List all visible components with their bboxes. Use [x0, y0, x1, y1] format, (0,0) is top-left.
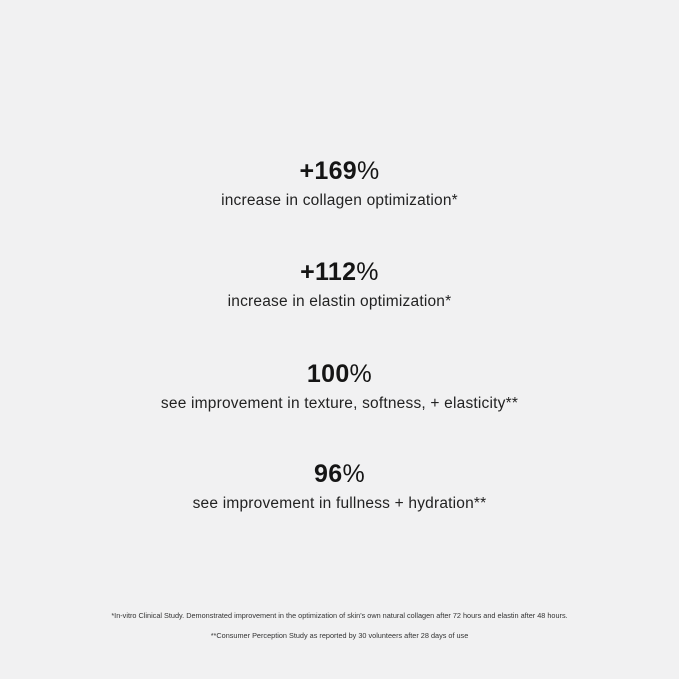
stat-label: increase in collagen optimization*: [221, 192, 458, 209]
stat-value: +112%: [0, 257, 679, 287]
stat-unit: %: [349, 360, 373, 388]
stat-value: 96%: [0, 459, 679, 489]
stat-value: 100%: [0, 359, 679, 389]
stat-label: see improvement in fullness + hydration*…: [192, 495, 487, 512]
stat-value: +169%: [0, 156, 679, 186]
footnote-consumer-study: **Consumer Perception Study as reported …: [210, 631, 469, 640]
stat-elastin: +112% increase in elastin optimization*: [0, 257, 679, 312]
stat-collagen: +169% increase in collagen optimization*: [0, 156, 679, 211]
stat-number: 100: [306, 360, 350, 388]
footnote-clinical-study: *In-vitro Clinical Study. Demonstrated i…: [111, 611, 568, 620]
stat-number: 96: [314, 460, 343, 488]
stat-fullness: 96% see improvement in fullness + hydrat…: [0, 459, 679, 514]
stat-unit: %: [356, 258, 379, 286]
stat-number: +169: [299, 157, 357, 185]
stat-texture: 100% see improvement in texture, softnes…: [0, 359, 679, 414]
stat-unit: %: [342, 460, 365, 488]
stat-label: see improvement in texture, softness, + …: [160, 395, 519, 412]
stat-label: increase in elastin optimization*: [227, 293, 452, 310]
stat-unit: %: [356, 157, 380, 185]
stat-number: +112: [300, 258, 357, 286]
